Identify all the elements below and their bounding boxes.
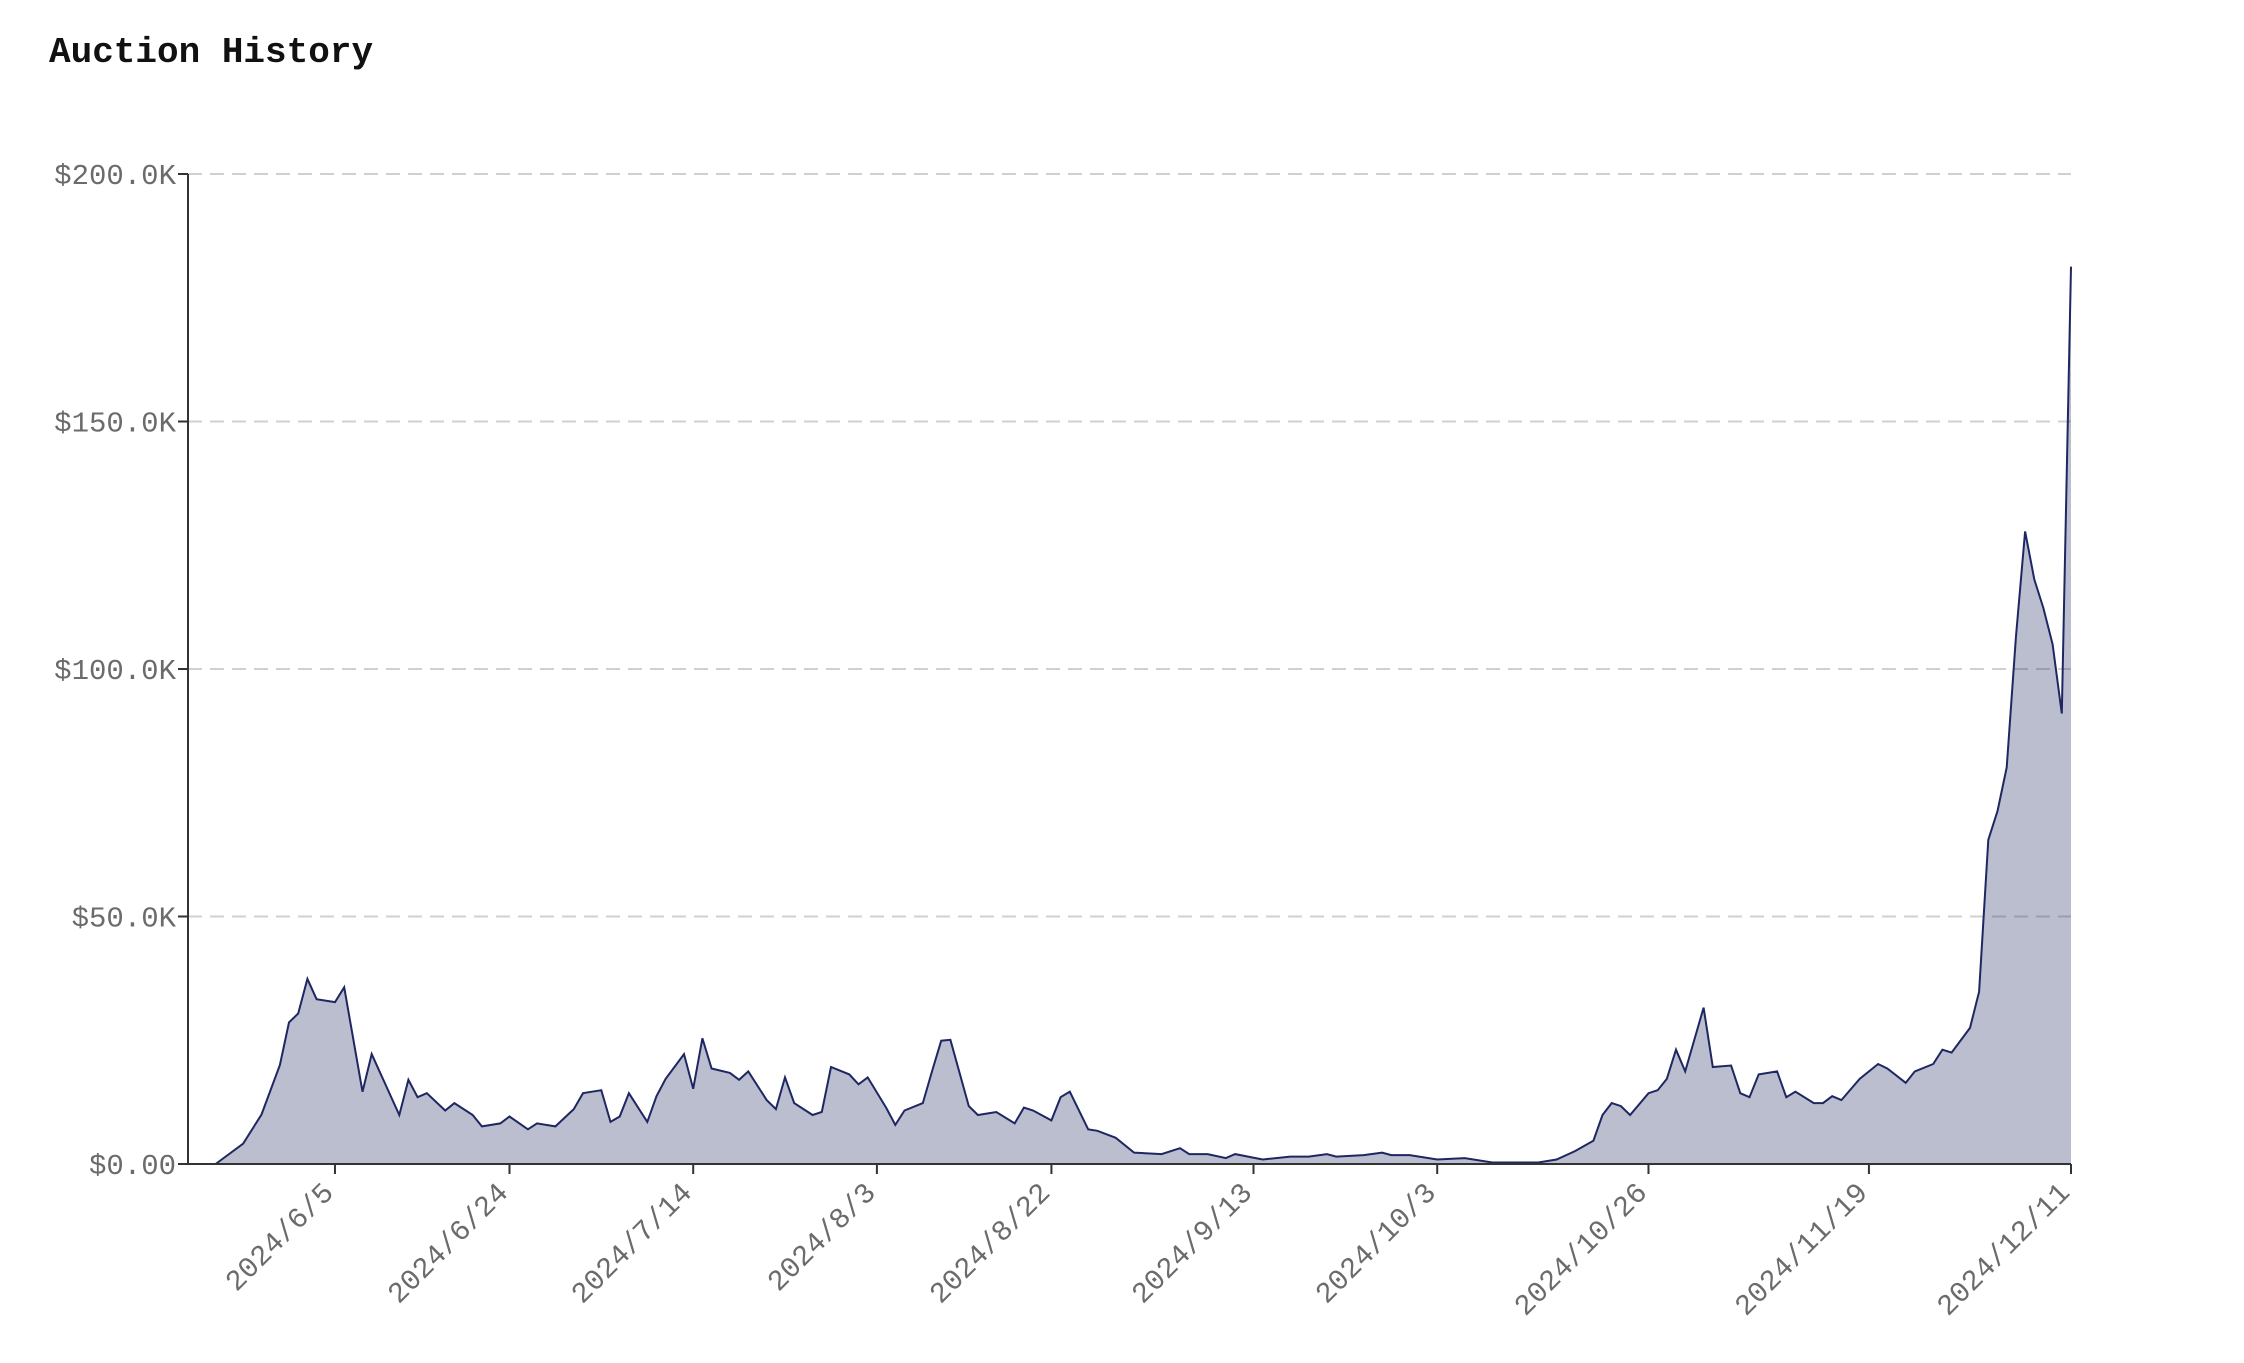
chart-title: Auction History [49, 32, 373, 73]
x-tick-label: 2024/10/26 [1508, 1177, 1654, 1323]
area [215, 266, 2071, 1165]
x-tick-label: 2024/10/3 [1309, 1177, 1443, 1311]
x-tick-label: 2024/9/13 [1126, 1177, 1260, 1311]
y-tick-label: $50.0K [72, 903, 177, 936]
x-tick-label: 2024/6/24 [382, 1177, 516, 1311]
x-tick-label: 2024/8/3 [761, 1177, 883, 1299]
line [215, 266, 2072, 1165]
x-tick-label: 2024/7/14 [565, 1177, 699, 1311]
x-tick-label: 2024/12/11 [1931, 1177, 2077, 1323]
x-tick-label: 2024/6/5 [220, 1177, 342, 1299]
y-tick-label: $0.00 [89, 1150, 176, 1183]
y-tick-label: $150.0K [54, 408, 176, 441]
y-tick-label: $100.0K [54, 655, 176, 688]
y-tick-label: $200.0K [54, 160, 176, 193]
x-tick-label: 2024/11/19 [1729, 1177, 1875, 1323]
x-tick-label: 2024/8/22 [924, 1177, 1058, 1311]
